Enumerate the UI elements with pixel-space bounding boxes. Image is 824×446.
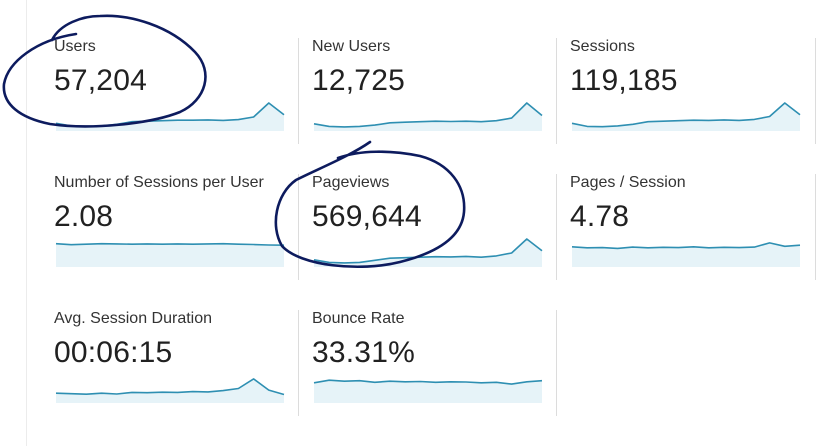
- metric-value: 00:06:15: [54, 336, 173, 369]
- sparkline: [313, 379, 543, 403]
- metric-card-sessions[interactable]: Sessions 119,185: [570, 38, 810, 148]
- metric-card-new-users[interactable]: New Users 12,725: [312, 38, 552, 148]
- metric-card-users[interactable]: Users 57,204: [54, 38, 294, 148]
- sparkline-area: [314, 239, 542, 267]
- column-divider: [298, 310, 299, 416]
- metric-value: 57,204: [54, 64, 147, 97]
- column-divider: [556, 310, 557, 416]
- metric-label: Users: [54, 38, 96, 55]
- metric-card-pages-per-session[interactable]: Pages / Session 4.78: [570, 174, 810, 284]
- sparkline-area: [56, 378, 284, 403]
- sparkline-area: [572, 242, 800, 267]
- metric-card-avg-session-duration[interactable]: Avg. Session Duration 00:06:15: [54, 310, 294, 420]
- sparkline-line: [313, 102, 543, 128]
- sparkline: [313, 238, 543, 267]
- column-divider: [298, 174, 299, 280]
- sparkline-area: [314, 103, 542, 131]
- column-divider: [815, 174, 816, 280]
- sparkline-area: [314, 380, 542, 403]
- metric-card-pageviews[interactable]: Pageviews 569,644: [312, 174, 552, 284]
- metric-value: 2.08: [54, 200, 114, 233]
- sparkline-area: [56, 243, 284, 267]
- sparkline: [313, 102, 543, 131]
- metric-value: 12,725: [312, 64, 405, 97]
- metric-label: Avg. Session Duration: [54, 310, 213, 327]
- sparkline: [55, 102, 285, 131]
- sparkline-line: [571, 242, 801, 250]
- column-divider: [556, 38, 557, 144]
- metric-value: 33.31%: [312, 336, 415, 369]
- metric-value: 119,185: [570, 64, 678, 97]
- sparkline-line: [55, 242, 285, 246]
- metric-label: Number of Sessions per User: [54, 174, 264, 191]
- metric-value: 569,644: [312, 200, 422, 233]
- sparkline: [55, 242, 285, 267]
- sparkline-area: [572, 103, 800, 131]
- metric-label: New Users: [312, 38, 391, 55]
- metric-label: Bounce Rate: [312, 310, 405, 327]
- metric-label: Sessions: [570, 38, 635, 55]
- metric-card-sessions-per-user[interactable]: Number of Sessions per User 2.08: [54, 174, 294, 284]
- sparkline: [55, 378, 285, 403]
- sparkline-line: [313, 379, 543, 385]
- column-divider: [815, 38, 816, 144]
- sparkline: [571, 242, 801, 267]
- metric-label: Pageviews: [312, 174, 390, 191]
- left-border: [26, 0, 27, 446]
- column-divider: [298, 38, 299, 144]
- sparkline-area: [56, 103, 284, 131]
- metric-card-bounce-rate[interactable]: Bounce Rate 33.31%: [312, 310, 552, 420]
- metric-label: Pages / Session: [570, 174, 686, 191]
- sparkline: [571, 102, 801, 131]
- sparkline-line: [55, 378, 285, 396]
- metric-value: 4.78: [570, 200, 630, 233]
- column-divider: [556, 174, 557, 280]
- sparkline-line: [571, 102, 801, 128]
